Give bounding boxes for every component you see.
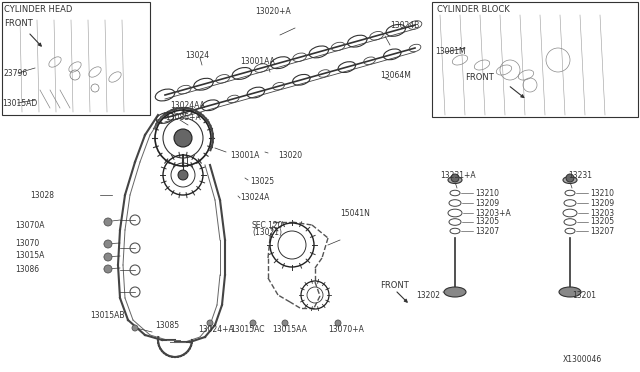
Text: 13001AA: 13001AA	[240, 58, 275, 67]
Ellipse shape	[563, 176, 577, 183]
Text: 13024: 13024	[185, 51, 209, 60]
Text: 13020: 13020	[278, 151, 302, 160]
Text: 13070: 13070	[15, 238, 39, 247]
Text: 13203: 13203	[590, 208, 614, 218]
Text: 13015AC: 13015AC	[230, 326, 264, 334]
Text: 13086: 13086	[15, 264, 39, 273]
Circle shape	[104, 218, 112, 226]
Text: 13207: 13207	[475, 227, 499, 235]
Ellipse shape	[444, 287, 466, 297]
Circle shape	[104, 253, 112, 261]
Circle shape	[178, 170, 188, 180]
Text: 13024AA: 13024AA	[170, 102, 205, 110]
Text: 13020+A: 13020+A	[255, 7, 291, 16]
Text: 13201: 13201	[572, 291, 596, 299]
Text: 13207: 13207	[590, 227, 614, 235]
Circle shape	[104, 265, 112, 273]
Text: 13024B: 13024B	[390, 20, 419, 29]
Text: 15041N: 15041N	[340, 208, 370, 218]
Text: 13028: 13028	[30, 190, 54, 199]
Text: 13015AD: 13015AD	[2, 99, 37, 108]
Text: FRONT: FRONT	[4, 19, 33, 29]
Text: 13085+A: 13085+A	[165, 113, 201, 122]
Text: 13205: 13205	[590, 218, 614, 227]
Bar	[2, 2, 150, 115]
Text: CYLINDER HEAD: CYLINDER HEAD	[4, 6, 72, 15]
Text: FRONT: FRONT	[465, 74, 493, 83]
Circle shape	[104, 240, 112, 248]
Text: 13024A: 13024A	[240, 193, 269, 202]
Text: FRONT: FRONT	[380, 280, 409, 289]
Text: 13203+A: 13203+A	[475, 208, 511, 218]
Text: 13015A: 13015A	[15, 251, 44, 260]
Text: 13015AA: 13015AA	[272, 326, 307, 334]
Text: 13064M: 13064M	[380, 71, 411, 80]
Text: 23796: 23796	[3, 68, 28, 77]
Ellipse shape	[448, 176, 462, 183]
Text: 13231+A: 13231+A	[440, 170, 476, 180]
Circle shape	[132, 325, 138, 331]
Text: 13024+A: 13024+A	[198, 326, 234, 334]
Text: 13025: 13025	[250, 177, 274, 186]
Circle shape	[566, 174, 574, 182]
Text: 13001A: 13001A	[230, 151, 259, 160]
Text: (13021): (13021)	[252, 228, 282, 237]
Circle shape	[250, 320, 256, 326]
Text: 13085: 13085	[155, 321, 179, 330]
Bar	[432, 2, 638, 117]
Text: 13209: 13209	[590, 199, 614, 208]
Text: 13205: 13205	[475, 218, 499, 227]
Text: X1300046: X1300046	[563, 356, 602, 365]
Circle shape	[335, 320, 341, 326]
Text: 13231: 13231	[568, 170, 592, 180]
Text: 13081M: 13081M	[435, 48, 466, 57]
Text: CYLINDER BLOCK: CYLINDER BLOCK	[437, 6, 509, 15]
Text: 13209: 13209	[475, 199, 499, 208]
Ellipse shape	[559, 287, 581, 297]
Text: SEC.120: SEC.120	[252, 221, 284, 230]
Circle shape	[451, 174, 459, 182]
Text: 13202: 13202	[416, 291, 440, 299]
Circle shape	[174, 129, 192, 147]
Text: 13015AB: 13015AB	[90, 311, 125, 320]
Text: 13070A: 13070A	[15, 221, 45, 230]
Text: 13070+A: 13070+A	[328, 326, 364, 334]
Text: 13210: 13210	[475, 189, 499, 198]
Circle shape	[282, 320, 288, 326]
Text: 13210: 13210	[590, 189, 614, 198]
Circle shape	[207, 320, 213, 326]
